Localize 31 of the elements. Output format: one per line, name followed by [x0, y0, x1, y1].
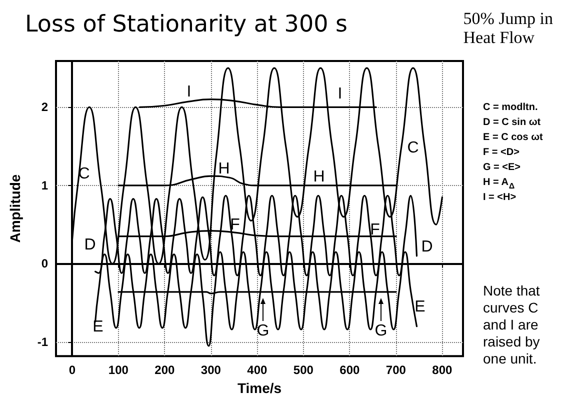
series-label: H [313, 168, 325, 186]
y-tick-label: -1 [37, 335, 48, 350]
text: G [374, 322, 388, 340]
text: I [338, 86, 342, 102]
x-tick-label: 800 [432, 363, 453, 378]
legend-label: E [414, 298, 426, 316]
x-tick-label: 0 [68, 363, 76, 378]
x-tick-label: 400 [247, 363, 268, 378]
text: C [407, 140, 419, 156]
chart-title: Loss of Stationarity at 300 s [25, 12, 348, 38]
series-label: G [256, 322, 270, 340]
text: 50% Jump in Heat Flow [463, 9, 554, 47]
x-tick-label: 700 [386, 363, 406, 378]
x-tick-label: 200 [154, 363, 176, 378]
y-tick-label: 1 [41, 178, 48, 192]
text: D [84, 236, 96, 254]
x-axis-title: Time/s [237, 380, 282, 396]
text: E [92, 318, 104, 336]
y-tick-label: 2 [41, 100, 48, 114]
x-tick-label: 300 [200, 363, 222, 378]
y-axis-title: Amplitude [7, 174, 23, 243]
series-label: D [421, 238, 433, 256]
x-tick-label: 100 [108, 363, 129, 378]
series-label: F [230, 216, 240, 234]
text: Note that curves C and I are raised by one unit. [483, 282, 540, 366]
x-tick-label: 500 [293, 363, 314, 378]
y-tick-label: 0 [41, 256, 48, 271]
text: F [370, 222, 380, 238]
series-label: I [186, 84, 192, 100]
x-tick-label: 600 [340, 363, 360, 378]
text: H [218, 160, 230, 178]
